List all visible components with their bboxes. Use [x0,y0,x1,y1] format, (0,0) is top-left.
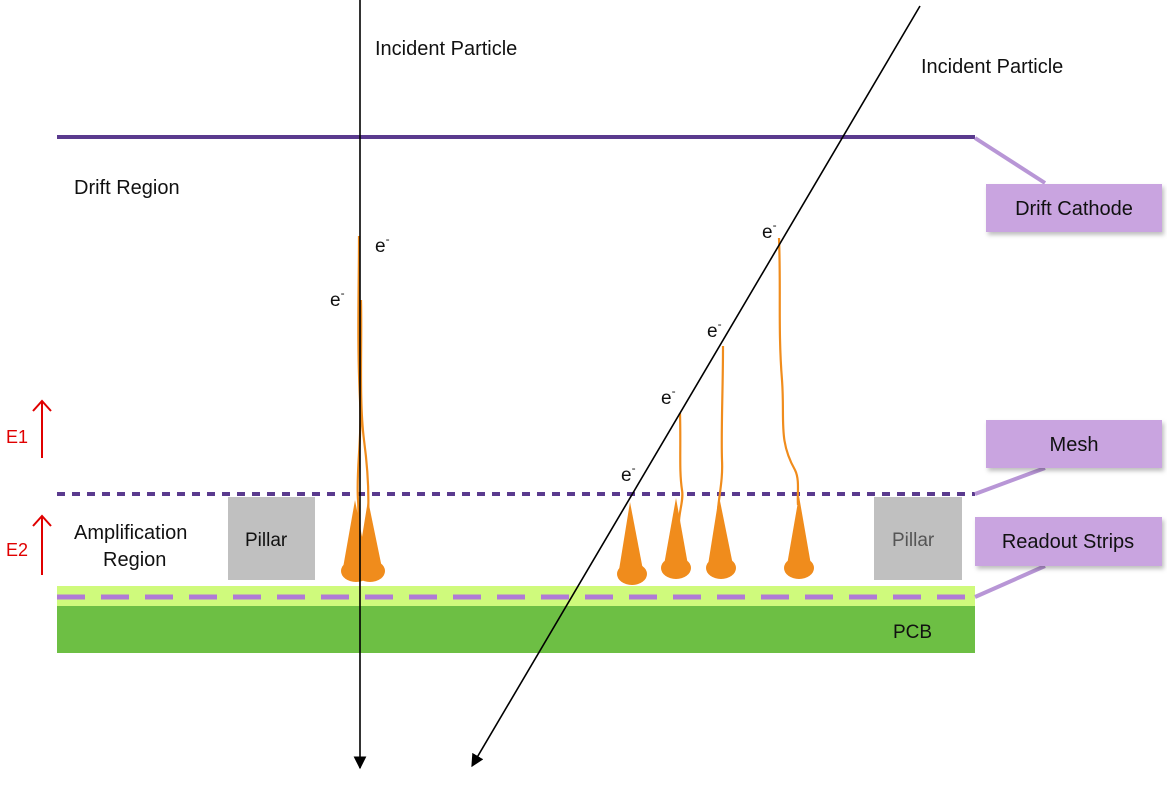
callout-readout-strips: Readout Strips [975,517,1162,566]
field-e1: E1 [6,399,52,458]
mesh-callout-label: Mesh [1050,434,1099,456]
callout-drift-cathode: Drift Cathode [986,184,1162,232]
electron-label: e- [621,461,636,486]
avalanche-left-b [355,500,385,582]
incident-particle-track-diagonal [471,5,921,768]
incident-particle-label-1: Incident Particle [375,38,517,60]
e2-label: E2 [6,540,28,560]
drift-path [777,237,800,506]
pillar-right-label: Pillar [892,530,935,551]
e1-arrow-head [32,399,52,412]
drift-region-label: Drift Region [74,177,180,199]
pillar-right [874,497,962,580]
incident-particle-label-2: Incident Particle [921,56,1063,78]
electron-label: e- [661,384,676,409]
electron-label: e- [707,317,722,342]
avalanches [341,496,814,585]
electron-label: e- [375,232,390,257]
pcb-layer [57,605,975,653]
readout-strips-leader [974,564,1046,599]
e1-label: E1 [6,427,28,447]
amplification-region-label-line1: Amplification [74,522,187,544]
drift-cathode-callout-label: Drift Cathode [1015,198,1133,220]
callout-mesh: Mesh [986,420,1162,468]
electron-label: e- [762,218,777,243]
avalanche-4 [784,496,814,579]
amplification-region-label-line2: Region [103,549,166,571]
electron-labels: e- e- e- e- e- e- [330,218,777,486]
avalanche-3 [706,496,736,579]
pcb-label: PCB [893,622,932,643]
callout-leaders [973,136,1047,599]
drift-path [716,345,725,511]
drift-path [677,412,684,526]
pillar-left-label: Pillar [245,530,288,551]
pillar-left [228,497,315,580]
electron-drift-paths [355,235,800,571]
readout-strips-callout-label: Readout Strips [1002,531,1134,553]
electron-label: e- [330,286,345,311]
drift-cathode-leader [973,136,1047,185]
avalanche-1 [617,502,647,585]
avalanche-2 [661,498,691,579]
field-e2: E2 [6,514,52,575]
mesh-leader [974,466,1046,496]
e2-arrow-head [32,514,52,527]
